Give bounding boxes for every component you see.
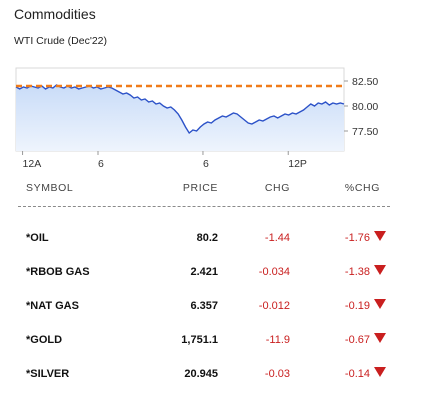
symbol-link[interactable]: *OIL — [26, 232, 49, 244]
change-value: -1.44 — [264, 232, 290, 244]
price-value: 6.357 — [190, 300, 218, 312]
chart-y-tick-label: 77.50 — [352, 126, 378, 138]
pct-change-value: -0.67 — [344, 334, 370, 346]
header-symbol: SYMBOL — [26, 182, 74, 194]
price-chart-svg: 82.50 80.00 77.50 12A 6 6 12P — [15, 67, 378, 170]
header-price: PRICE — [182, 182, 218, 194]
price-value: 2.421 — [190, 266, 218, 278]
price-value: 1,751.1 — [181, 334, 218, 346]
chart-series-line — [15, 84, 345, 135]
price-value: 80.2 — [196, 232, 218, 244]
symbol-link[interactable]: *NAT GAS — [26, 300, 79, 312]
header-divider — [18, 206, 390, 207]
price-value: 20.945 — [184, 368, 218, 380]
down-arrow-icon — [374, 265, 386, 275]
chart-y-tick-label: 80.00 — [352, 101, 378, 113]
table-row[interactable]: *RBOB GAS 2.421 -0.034 -1.38 — [18, 256, 390, 290]
change-value: -0.03 — [264, 368, 290, 380]
price-chart[interactable]: 82.50 80.00 77.50 12A 6 6 12P — [14, 66, 414, 176]
change-value: -11.9 — [265, 334, 290, 346]
pct-change-value: -1.76 — [344, 232, 370, 244]
chart-x-tick-label: 12A — [23, 158, 42, 170]
table-row[interactable]: *OIL 80.2 -1.44 -1.76 — [18, 222, 390, 256]
pct-change-value: -0.19 — [344, 300, 370, 312]
down-arrow-icon — [374, 231, 386, 241]
symbol-link[interactable]: *RBOB GAS — [26, 266, 90, 278]
symbol-link[interactable]: *GOLD — [26, 334, 63, 346]
chart-x-tick-label: 6 — [203, 158, 209, 170]
chart-subtitle: WTI Crude (Dec'22) — [14, 35, 108, 47]
pct-change-value: -0.14 — [344, 368, 370, 380]
change-value: -0.034 — [258, 266, 290, 278]
down-arrow-icon — [374, 367, 386, 377]
table-header: SYMBOL PRICE CHG %CHG — [18, 182, 390, 198]
header-chg: CHG — [264, 182, 290, 194]
change-value: -0.012 — [258, 300, 290, 312]
down-arrow-icon — [374, 333, 386, 343]
symbol-link[interactable]: *SILVER — [26, 368, 70, 380]
chart-x-tick-label: 6 — [98, 158, 104, 170]
table-row[interactable]: *NAT GAS 6.357 -0.012 -0.19 — [18, 290, 390, 324]
widget-title: Commodities — [14, 6, 96, 22]
header-pct-chg: %CHG — [344, 182, 380, 194]
chart-y-tick-label: 82.50 — [352, 76, 378, 88]
table-row[interactable]: *SILVER 20.945 -0.03 -0.14 — [18, 358, 390, 392]
table-row[interactable]: *GOLD 1,751.1 -11.9 -0.67 — [18, 324, 390, 358]
chart-x-tick-label: 12P — [288, 158, 307, 170]
quotes-table: *OIL 80.2 -1.44 -1.76 *RBOB GAS 2.421 -0… — [18, 222, 390, 392]
down-arrow-icon — [374, 299, 386, 309]
pct-change-value: -1.38 — [344, 266, 370, 278]
